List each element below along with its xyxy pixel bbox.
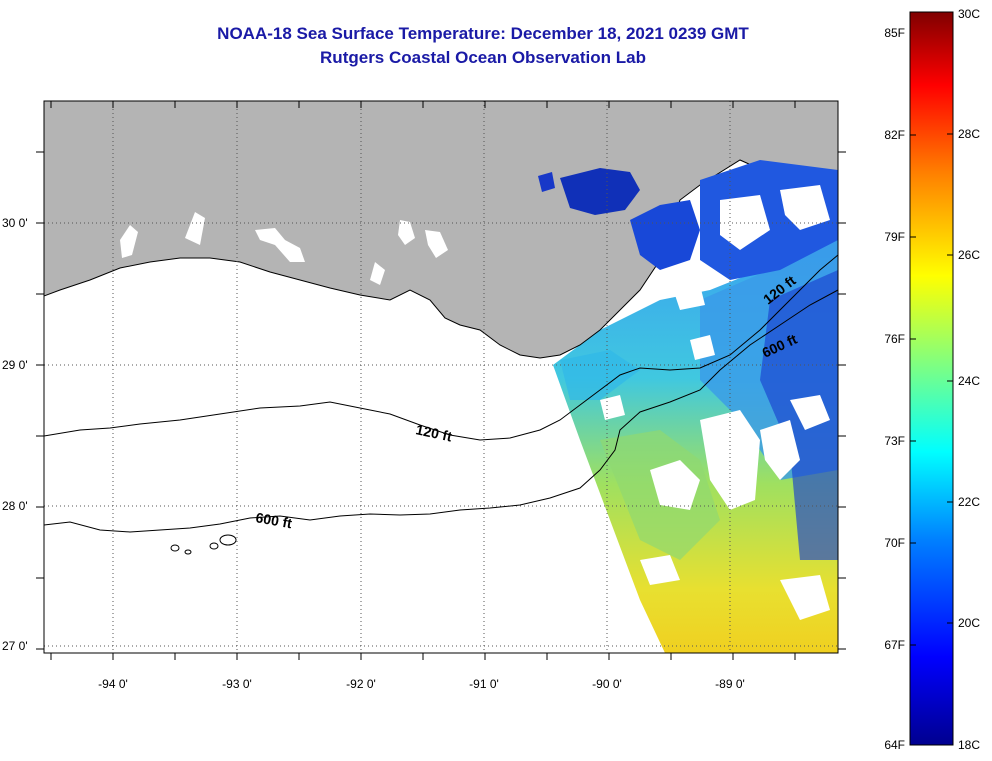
map-frame [43, 100, 839, 654]
land-mass [44, 101, 838, 359]
lon-label: -90 0' [592, 677, 622, 691]
frame-ticks [36, 101, 846, 660]
colorbar-c-label: 20C [958, 616, 980, 630]
colorbar-celsius-labels: 30C 28C 26C 24C 22C 20C 18C [947, 7, 980, 752]
colorbar-c-label: 28C [958, 127, 980, 141]
colorbar-f-label: 82F [884, 128, 905, 142]
cloud-gaps [600, 335, 830, 620]
colorbar-fahrenheit-labels: 85F 82F 79F 76F 73F 70F 67F 64F [884, 26, 916, 752]
colorbar-f-label: 79F [884, 230, 905, 244]
lat-label: 28 0' [2, 499, 28, 513]
colorbar-c-label: 30C [958, 7, 980, 21]
colorbar-f-label: 85F [884, 26, 905, 40]
colorbar-c-label: 26C [958, 248, 980, 262]
colorbar-c-label: 18C [958, 738, 980, 752]
graticule [44, 101, 838, 653]
lat-label: 27 0' [2, 639, 28, 653]
lat-label: 30 0' [2, 216, 28, 230]
colorbar [909, 11, 954, 746]
nearshore-sst-patches [538, 160, 838, 310]
contour-label-120ft: 120 ft [414, 421, 453, 444]
longitude-labels: -94 0' -93 0' -92 0' -91 0' -90 0' -89 0' [98, 677, 745, 691]
colorbar-f-label: 70F [884, 536, 905, 550]
map-title: NOAA-18 Sea Surface Temperature: Decembe… [217, 24, 749, 43]
colorbar-f-label: 76F [884, 332, 905, 346]
latitude-labels: 30 0' 29 0' 28 0' 27 0' [2, 216, 28, 653]
lon-label: -94 0' [98, 677, 128, 691]
lat-label: 29 0' [2, 358, 28, 372]
lon-label: -91 0' [469, 677, 499, 691]
contour-120ft [44, 254, 838, 441]
contour-600ft [44, 289, 838, 533]
lon-label: -93 0' [222, 677, 252, 691]
lon-label: -89 0' [715, 677, 745, 691]
colorbar-c-label: 24C [958, 374, 980, 388]
sst-swath [553, 230, 838, 653]
contour-label-600ft: 600 ft [254, 509, 293, 531]
map-subtitle: Rutgers Coastal Ocean Observation Lab [320, 48, 646, 67]
colorbar-f-label: 64F [884, 738, 905, 752]
colorbar-f-label: 73F [884, 434, 905, 448]
contour-islets [170, 534, 237, 555]
colorbar-c-label: 22C [958, 495, 980, 509]
lon-label: -92 0' [346, 677, 376, 691]
colorbar-f-label: 67F [884, 638, 905, 652]
